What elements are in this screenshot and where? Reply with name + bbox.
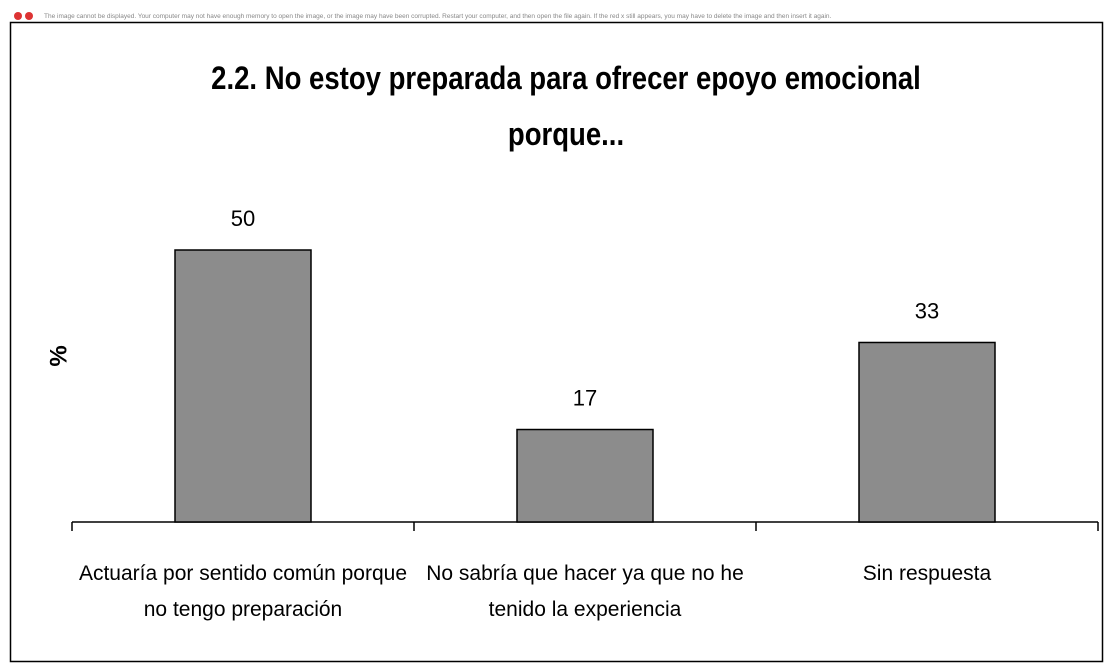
data-label: 50 <box>231 206 255 231</box>
data-label: 17 <box>573 386 597 411</box>
y-axis-label: % <box>45 345 72 366</box>
bar <box>858 341 996 523</box>
x-tick-label: Actuaría por sentido común porque no ten… <box>78 562 408 621</box>
x-tick-label: No sabría que hacer ya que no he tenido … <box>426 562 744 621</box>
broken-image-icon <box>14 12 33 20</box>
chart-title: 2.2. No estoy preparada para ofrecer epo… <box>211 60 921 152</box>
image-notice: The image cannot be displayed. Your comp… <box>44 13 832 20</box>
chart-border <box>9 21 1104 663</box>
x-tick-label: Sin respuesta <box>862 562 992 585</box>
data-label: 33 <box>915 298 939 323</box>
bar <box>174 249 312 523</box>
bar <box>516 428 654 523</box>
